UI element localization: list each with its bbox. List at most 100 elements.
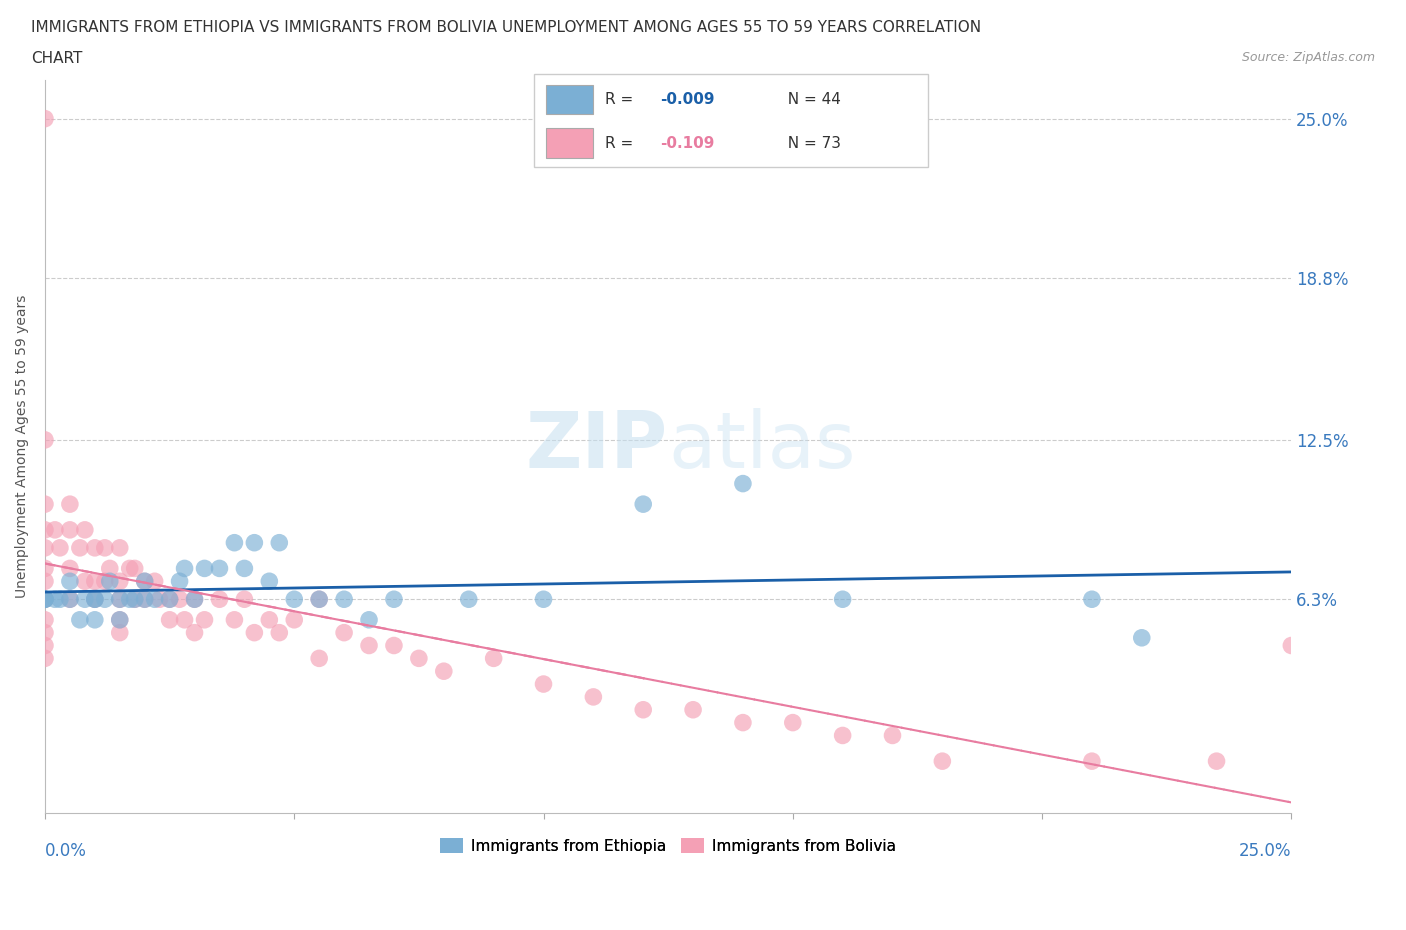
Point xyxy=(59,574,82,589)
Point xyxy=(224,536,246,551)
Point xyxy=(34,651,56,666)
Point xyxy=(108,612,131,627)
Text: 0.0%: 0.0% xyxy=(45,842,87,860)
Point xyxy=(308,591,330,606)
Point xyxy=(73,591,96,606)
Point xyxy=(134,574,156,589)
Point xyxy=(108,591,131,606)
Point xyxy=(73,574,96,589)
Point xyxy=(34,497,56,512)
Point xyxy=(193,612,215,627)
Point xyxy=(233,561,256,576)
Y-axis label: Unemployment Among Ages 55 to 59 years: Unemployment Among Ages 55 to 59 years xyxy=(15,295,30,598)
Point xyxy=(283,591,305,606)
Point xyxy=(34,432,56,447)
Point xyxy=(134,574,156,589)
Point xyxy=(159,591,181,606)
Point xyxy=(731,715,754,730)
Point xyxy=(83,574,105,589)
Point xyxy=(208,561,231,576)
Point xyxy=(259,574,281,589)
Point xyxy=(124,591,146,606)
Point xyxy=(108,591,131,606)
Point xyxy=(49,591,72,606)
Point xyxy=(108,625,131,640)
Point xyxy=(34,591,56,606)
Point xyxy=(83,591,105,606)
Point xyxy=(183,591,205,606)
Point xyxy=(98,561,121,576)
Text: R =: R = xyxy=(605,92,638,107)
Point xyxy=(243,625,266,640)
Text: IMMIGRANTS FROM ETHIOPIA VS IMMIGRANTS FROM BOLIVIA UNEMPLOYMENT AMONG AGES 55 T: IMMIGRANTS FROM ETHIOPIA VS IMMIGRANTS F… xyxy=(31,20,981,35)
Point xyxy=(59,523,82,538)
Point xyxy=(224,612,246,627)
Point xyxy=(124,561,146,576)
Point xyxy=(73,523,96,538)
Text: ZIP: ZIP xyxy=(526,408,668,485)
Point xyxy=(83,540,105,555)
Point xyxy=(34,591,56,606)
Point xyxy=(259,612,281,627)
Point xyxy=(108,540,131,555)
Point xyxy=(233,591,256,606)
Point xyxy=(333,625,356,640)
Point xyxy=(94,591,117,606)
Point xyxy=(34,638,56,653)
Point xyxy=(731,476,754,491)
Point xyxy=(631,497,654,512)
Point xyxy=(34,591,56,606)
Point xyxy=(143,591,166,606)
Point xyxy=(34,112,56,126)
Point xyxy=(143,574,166,589)
Point xyxy=(283,612,305,627)
Point xyxy=(382,638,405,653)
Text: Source: ZipAtlas.com: Source: ZipAtlas.com xyxy=(1241,51,1375,64)
Text: -0.109: -0.109 xyxy=(661,136,714,151)
Point xyxy=(831,591,853,606)
Point xyxy=(433,664,456,679)
Point xyxy=(98,574,121,589)
Point xyxy=(34,625,56,640)
Point xyxy=(582,689,605,704)
Point xyxy=(59,561,82,576)
Point xyxy=(169,574,191,589)
Point xyxy=(457,591,479,606)
Point xyxy=(173,561,195,576)
Point xyxy=(134,591,156,606)
FancyBboxPatch shape xyxy=(534,74,928,167)
Point xyxy=(34,561,56,576)
Point xyxy=(269,536,291,551)
Point xyxy=(124,591,146,606)
Point xyxy=(83,591,105,606)
Point xyxy=(94,540,117,555)
Point xyxy=(931,753,953,768)
Point xyxy=(243,536,266,551)
Text: -0.009: -0.009 xyxy=(661,92,714,107)
Point xyxy=(682,702,704,717)
Text: R =: R = xyxy=(605,136,638,151)
Point xyxy=(333,591,356,606)
Point xyxy=(34,612,56,627)
Point xyxy=(69,612,91,627)
Point xyxy=(49,540,72,555)
Point xyxy=(1130,631,1153,645)
Point xyxy=(631,702,654,717)
FancyBboxPatch shape xyxy=(546,128,593,158)
Point xyxy=(208,591,231,606)
Point xyxy=(34,574,56,589)
Point xyxy=(183,591,205,606)
Point xyxy=(1279,638,1302,653)
Point xyxy=(108,612,131,627)
Point xyxy=(108,574,131,589)
Point xyxy=(173,612,195,627)
Point xyxy=(118,561,141,576)
Point xyxy=(169,591,191,606)
Point xyxy=(782,715,804,730)
Point xyxy=(34,540,56,555)
Point xyxy=(308,651,330,666)
Point xyxy=(159,612,181,627)
Point xyxy=(308,591,330,606)
Point xyxy=(83,612,105,627)
Point xyxy=(59,497,82,512)
